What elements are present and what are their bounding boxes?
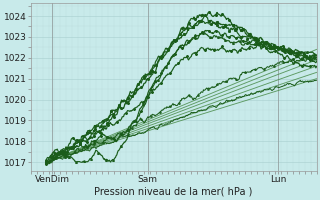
X-axis label: Pression niveau de la mer( hPa ): Pression niveau de la mer( hPa ) <box>94 187 253 197</box>
